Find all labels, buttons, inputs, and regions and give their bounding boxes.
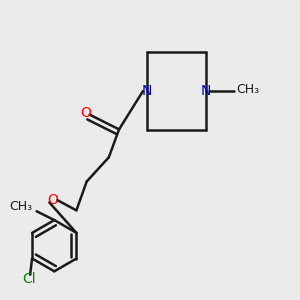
Text: N: N bbox=[200, 84, 211, 98]
Text: CH₃: CH₃ bbox=[237, 83, 260, 96]
Text: O: O bbox=[80, 106, 91, 120]
Text: N: N bbox=[142, 84, 152, 98]
Text: CH₃: CH₃ bbox=[9, 200, 32, 213]
Text: O: O bbox=[47, 193, 58, 207]
Text: Cl: Cl bbox=[22, 272, 36, 286]
